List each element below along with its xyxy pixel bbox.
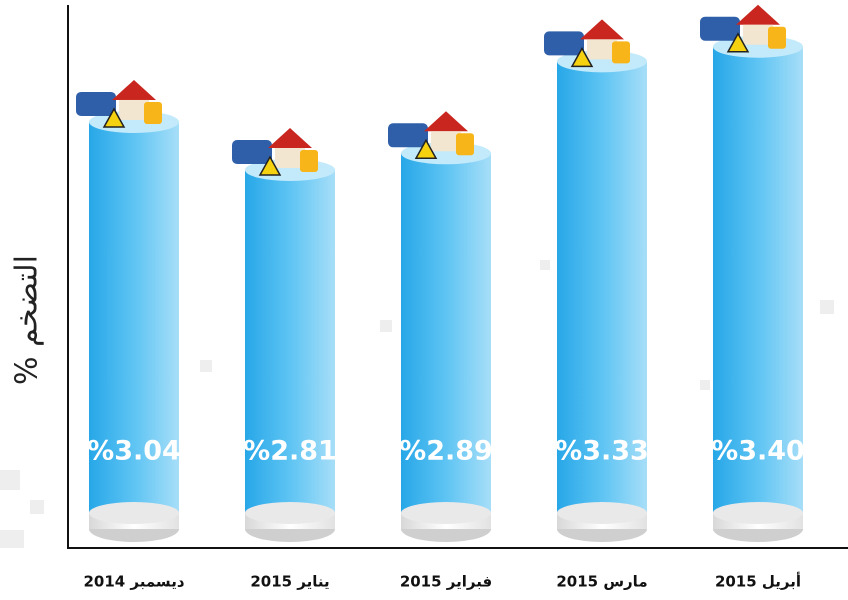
house-roof xyxy=(268,127,312,148)
house-body xyxy=(587,39,617,60)
shirt-icon xyxy=(144,101,162,124)
house-body xyxy=(743,24,773,45)
bar-bottom xyxy=(89,502,179,524)
house-roof xyxy=(424,111,468,132)
bar xyxy=(557,61,647,514)
bus-icon xyxy=(232,139,272,164)
bar-bottom xyxy=(245,502,335,524)
bar xyxy=(245,169,335,513)
bus-icon xyxy=(544,31,584,56)
background-squares xyxy=(0,260,834,548)
bar-bottom xyxy=(557,502,647,524)
value-label: %2.81 xyxy=(243,436,337,467)
shirt-icon xyxy=(456,133,474,156)
house-body xyxy=(275,147,305,168)
warning-icon xyxy=(102,107,126,128)
bar xyxy=(713,46,803,514)
house-roof xyxy=(736,4,780,25)
house-roof xyxy=(112,79,156,100)
bus-icon xyxy=(76,91,116,116)
warning-icon xyxy=(258,155,282,176)
value-label: %2.89 xyxy=(399,436,493,467)
house-roof xyxy=(580,19,624,40)
x-tick-label: ديسمبر 2014 xyxy=(83,573,184,591)
shirt-icon xyxy=(300,149,318,172)
shirt-icon xyxy=(768,26,786,49)
bus-icon xyxy=(700,16,740,41)
warning-icon xyxy=(414,138,438,160)
bus-icon xyxy=(388,123,428,148)
value-label: %3.40 xyxy=(711,436,805,467)
shirt-icon xyxy=(612,41,630,64)
bar-bottom xyxy=(401,502,491,524)
warning-icon xyxy=(570,46,594,68)
house-body xyxy=(431,131,461,152)
x-tick-label: مارس 2015 xyxy=(556,573,647,591)
x-tick-label: أبريل 2015 xyxy=(715,572,801,591)
bar xyxy=(401,153,491,513)
x-tick-label: فبراير 2015 xyxy=(400,573,492,591)
y-axis-label: التضخم % xyxy=(10,255,45,385)
bar xyxy=(89,121,179,513)
value-label: %3.33 xyxy=(555,436,649,467)
bar-bottom xyxy=(713,502,803,524)
house-body xyxy=(119,99,149,120)
warning-icon xyxy=(726,32,750,53)
x-tick-label: يناير 2015 xyxy=(250,573,329,591)
value-label: %3.04 xyxy=(87,436,181,467)
